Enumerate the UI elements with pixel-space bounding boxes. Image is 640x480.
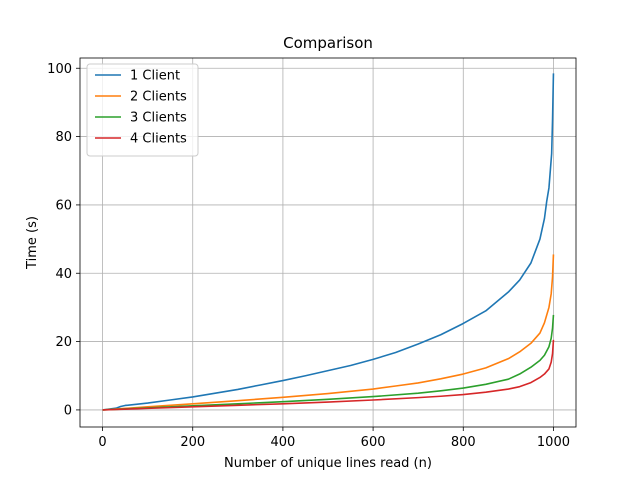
x-tick-label: 400 [270,435,295,450]
x-tick-label: 0 [98,435,106,450]
y-axis-label: Time (s) [25,216,40,270]
plot-lines [102,73,555,411]
series-line-4 [102,339,555,411]
plot-frame [79,57,577,428]
y-tick-label: 0 [64,403,72,418]
x-tick-label: 1000 [537,435,570,450]
series-line-1 [102,73,555,411]
y-tick-label: 40 [55,267,72,282]
legend-label-3: 3 Clients [130,111,187,126]
x-axis-label: Number of unique lines read (n) [224,456,432,471]
legend-label-4: 4 Clients [130,132,187,147]
y-tick-label: 80 [55,130,72,145]
x-tick-label: 200 [180,435,205,450]
legend-label-2: 2 Clients [130,90,187,105]
y-tick-label: 20 [55,335,72,350]
axis-ticks: 0 200 400 600 800 1000 0 20 40 60 80 100 [47,62,570,450]
x-tick-label: 600 [361,435,386,450]
chart-title: Comparison [283,34,373,52]
grid [80,58,576,427]
y-tick-label: 100 [47,62,72,77]
y-tick-label: 60 [55,198,72,213]
legend-frame [86,63,199,157]
legend: 1 Client 2 Clients 3 Clients 4 Clients [86,63,199,157]
series-line-3 [102,314,555,411]
series-line-2 [102,254,555,411]
x-tick-label: 800 [451,435,476,450]
legend-label-1: 1 Client [130,69,180,84]
